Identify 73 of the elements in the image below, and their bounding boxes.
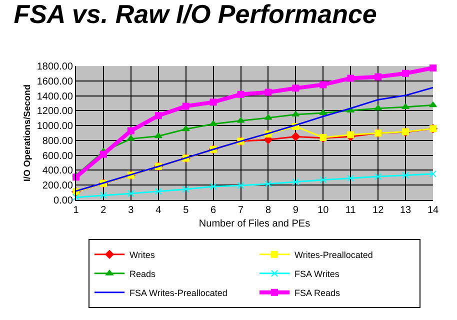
y-tick-label: 1200.00 <box>36 106 74 118</box>
x-tick-label: 5 <box>183 205 190 216</box>
point <box>237 182 244 189</box>
legend-label: FSA Writes <box>294 268 340 279</box>
y-tick-label: 0.00 <box>54 196 74 206</box>
point <box>374 104 382 110</box>
point <box>264 88 272 96</box>
point <box>347 174 354 182</box>
point <box>264 180 272 188</box>
point <box>100 150 107 158</box>
point <box>347 131 354 138</box>
point <box>154 132 162 138</box>
y-tick-label: 1000.00 <box>36 121 74 132</box>
y-tick-label: 800.00 <box>42 136 74 147</box>
x-tick-label: 13 <box>400 205 412 216</box>
point <box>264 114 272 120</box>
point <box>154 112 162 120</box>
point <box>209 120 218 126</box>
y-tick-label: 1800.00 <box>36 62 74 72</box>
point <box>430 170 436 178</box>
point <box>126 135 135 141</box>
point <box>236 117 245 123</box>
point <box>402 172 410 179</box>
x-tick-label: 6 <box>210 205 217 216</box>
y-tick-label: 600.00 <box>42 150 74 162</box>
point <box>182 186 190 193</box>
point <box>347 74 354 82</box>
y-tick-label: 1400.00 <box>36 91 74 102</box>
x-tick-label: 1 <box>73 205 80 216</box>
point <box>100 192 107 199</box>
point <box>182 126 190 132</box>
point <box>374 173 382 180</box>
point <box>182 102 190 110</box>
x-tick-label: 9 <box>292 205 299 216</box>
point <box>291 132 300 142</box>
y-tick-label: 1600.00 <box>36 76 74 88</box>
x-tick-label: 14 <box>427 205 439 216</box>
point <box>429 102 437 108</box>
point <box>320 176 327 184</box>
x-tick-label: 8 <box>265 205 272 216</box>
point <box>127 190 134 198</box>
point <box>210 98 217 106</box>
y-tick-label: 400.00 <box>42 166 74 177</box>
x-axis-title: Number of Files and PEs <box>198 218 310 230</box>
x-tick-label: 4 <box>156 205 162 216</box>
x-tick-label: 10 <box>318 205 330 216</box>
legend-label: Reads <box>130 268 156 279</box>
x-tick-label: 2 <box>100 205 107 216</box>
legend-label: Writes <box>130 250 156 260</box>
y-axis-title: I/O Operations/Second <box>22 84 32 182</box>
point <box>374 73 382 80</box>
point <box>402 104 410 110</box>
point <box>319 109 328 115</box>
point <box>154 188 162 195</box>
legend-label: Writes-Preallocated <box>294 250 373 260</box>
chart-title: FSA vs. Raw I/O Performance <box>14 0 377 29</box>
y-tick-label: 200.00 <box>42 180 74 192</box>
x-tick-label: 7 <box>238 205 244 216</box>
legend-label: FSA Writes-Preallocated <box>130 288 228 298</box>
legend-label: FSA Reads <box>294 288 341 298</box>
x-tick-label: 12 <box>372 205 384 216</box>
point <box>402 70 410 77</box>
point <box>292 84 300 92</box>
point <box>127 127 134 134</box>
point <box>210 183 217 190</box>
point <box>430 64 436 72</box>
x-tick-label: 3 <box>128 205 134 216</box>
point <box>237 90 244 98</box>
point <box>292 111 300 117</box>
x-tick-label: 11 <box>345 205 356 216</box>
point <box>320 81 327 88</box>
point <box>292 178 300 186</box>
point <box>72 194 80 201</box>
